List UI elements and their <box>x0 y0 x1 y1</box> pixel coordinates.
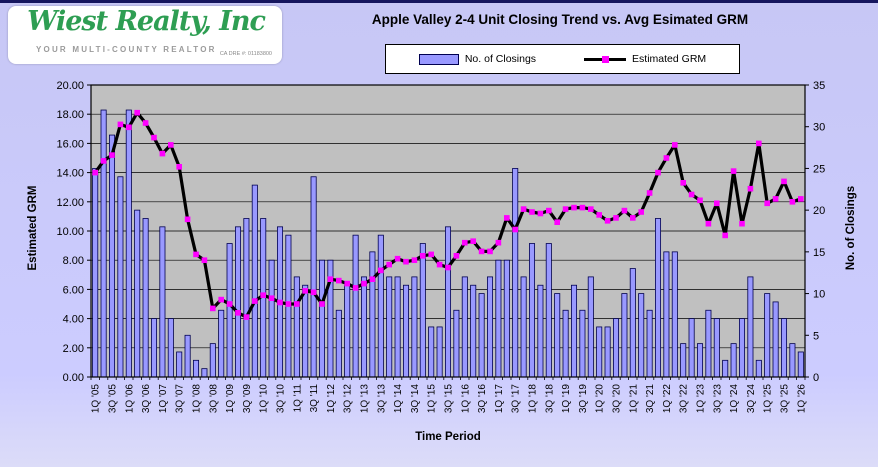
window-top-edge <box>0 0 878 3</box>
svg-text:3Q '10: 3Q '10 <box>276 384 287 414</box>
svg-text:0.00: 0.00 <box>63 372 84 384</box>
legend-closings-label: No. of Closings <box>464 53 537 65</box>
svg-text:1Q '06: 1Q '06 <box>124 384 135 414</box>
svg-text:35: 35 <box>813 80 825 92</box>
logo-license-number: CA DRE #: 01183800 <box>219 51 272 57</box>
svg-text:3Q '16: 3Q '16 <box>477 384 488 414</box>
svg-text:3Q '08: 3Q '08 <box>208 384 219 414</box>
legend-grm-label: Estimated GRM <box>632 53 707 65</box>
svg-text:4.00: 4.00 <box>63 314 84 326</box>
svg-text:1Q '07: 1Q '07 <box>158 384 169 414</box>
svg-text:20: 20 <box>813 205 825 217</box>
left-axis-title: Estimated GRM <box>27 185 39 271</box>
svg-text:3Q '07: 3Q '07 <box>175 384 186 414</box>
svg-text:1Q '19: 1Q '19 <box>561 384 572 414</box>
svg-text:1Q '26: 1Q '26 <box>796 384 807 414</box>
svg-text:3Q '15: 3Q '15 <box>444 384 455 414</box>
svg-text:25: 25 <box>813 163 825 175</box>
svg-text:3Q '24: 3Q '24 <box>746 384 757 414</box>
x-axis-title: Time Period <box>415 431 481 443</box>
svg-text:12.00: 12.00 <box>56 197 84 209</box>
chart-legend: No. of Closings Estimated GRM <box>385 44 740 74</box>
svg-text:1Q '10: 1Q '10 <box>259 384 270 414</box>
svg-text:1Q '09: 1Q '09 <box>225 384 236 414</box>
svg-text:3Q '19: 3Q '19 <box>578 384 589 414</box>
svg-text:3Q '17: 3Q '17 <box>511 384 522 414</box>
svg-text:1Q '23: 1Q '23 <box>696 384 707 414</box>
svg-text:1Q '25: 1Q '25 <box>763 384 774 414</box>
svg-text:16.00: 16.00 <box>56 138 84 150</box>
svg-text:3Q '25: 3Q '25 <box>780 384 791 414</box>
svg-text:1Q '20: 1Q '20 <box>595 384 606 414</box>
svg-text:2.00: 2.00 <box>63 343 84 355</box>
logo-company-name: Wiest Realty, Inc <box>27 6 266 37</box>
svg-text:1Q '11: 1Q '11 <box>292 384 303 413</box>
legend-item-grm: Estimated GRM <box>584 53 706 65</box>
svg-text:1Q '15: 1Q '15 <box>427 384 438 414</box>
svg-text:8.00: 8.00 <box>63 255 84 267</box>
svg-text:1Q '21: 1Q '21 <box>628 384 639 414</box>
svg-text:15: 15 <box>813 247 825 259</box>
svg-text:14.00: 14.00 <box>56 168 84 180</box>
svg-text:1Q '05: 1Q '05 <box>91 384 102 414</box>
logo-tagline: YOUR MULTI-COUNTY REALTOR <box>36 45 217 54</box>
svg-text:0: 0 <box>813 372 819 384</box>
svg-text:10: 10 <box>813 289 825 301</box>
svg-text:6.00: 6.00 <box>63 284 84 296</box>
company-logo: Wiest Realty, Inc YOUR MULTI-COUNTY REAL… <box>8 6 282 64</box>
svg-text:1Q '24: 1Q '24 <box>729 384 740 414</box>
svg-text:5: 5 <box>813 330 819 342</box>
svg-text:18.00: 18.00 <box>56 109 84 121</box>
svg-text:3Q '11: 3Q '11 <box>309 384 320 413</box>
svg-text:3Q '23: 3Q '23 <box>712 384 723 414</box>
svg-text:3Q '09: 3Q '09 <box>242 384 253 414</box>
svg-text:1Q '18: 1Q '18 <box>528 384 539 414</box>
svg-text:1Q '13: 1Q '13 <box>360 384 371 414</box>
svg-text:1Q '08: 1Q '08 <box>192 384 203 414</box>
svg-text:3Q '18: 3Q '18 <box>544 384 555 414</box>
svg-text:1Q '22: 1Q '22 <box>662 384 673 414</box>
svg-text:3Q '20: 3Q '20 <box>612 384 623 414</box>
chart-title: Apple Valley 2-4 Unit Closing Trend vs. … <box>371 12 749 27</box>
svg-text:1Q '14: 1Q '14 <box>393 384 404 414</box>
svg-text:3Q '21: 3Q '21 <box>645 384 656 414</box>
legend-item-closings: No. of Closings <box>418 53 537 65</box>
svg-text:1Q '16: 1Q '16 <box>460 384 471 414</box>
line-series-swatch-icon <box>584 55 627 64</box>
bar-series-swatch-icon <box>418 53 459 65</box>
svg-text:20.00: 20.00 <box>56 80 84 92</box>
svg-text:1Q '12: 1Q '12 <box>326 384 337 414</box>
svg-text:3Q '12: 3Q '12 <box>343 384 354 414</box>
svg-text:10.00: 10.00 <box>56 226 84 238</box>
svg-text:3Q '06: 3Q '06 <box>141 384 152 414</box>
svg-text:3Q '05: 3Q '05 <box>108 384 119 414</box>
svg-text:1Q '17: 1Q '17 <box>494 384 505 414</box>
svg-text:3Q '22: 3Q '22 <box>679 384 690 414</box>
svg-text:3Q '14: 3Q '14 <box>410 384 421 414</box>
svg-text:30: 30 <box>813 122 825 134</box>
svg-text:3Q '13: 3Q '13 <box>376 384 387 414</box>
right-axis-title: No. of Closings <box>845 185 857 271</box>
